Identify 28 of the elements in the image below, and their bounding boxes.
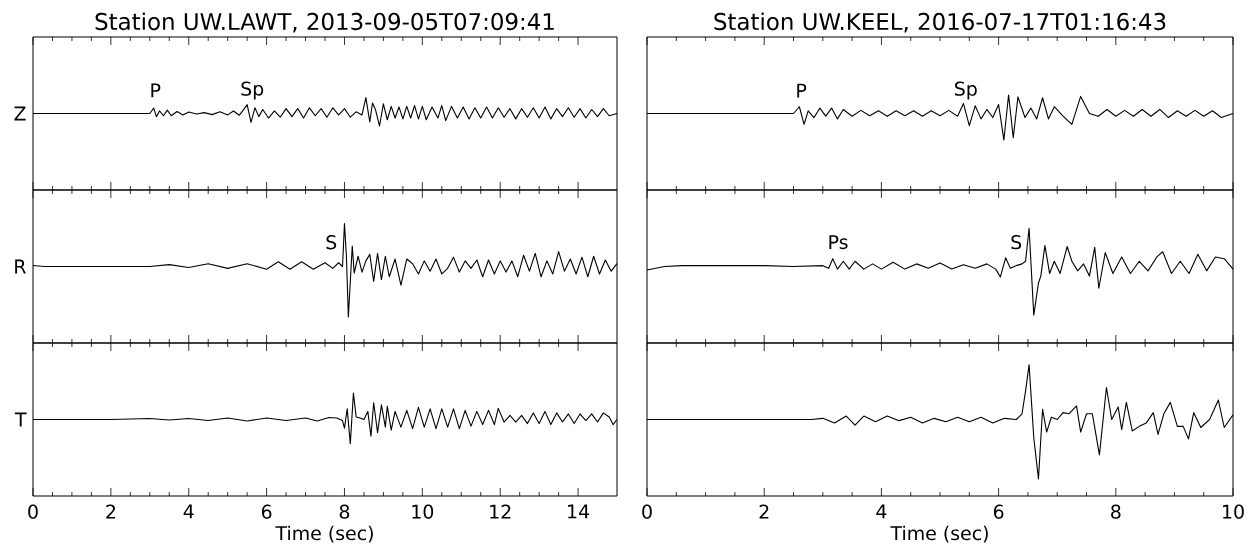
x-tick-label: 0 xyxy=(642,504,652,519)
x-tick-label: 8 xyxy=(339,504,350,519)
chart-title: Station UW.LAWT, 2013-09-05T07:09:41 xyxy=(95,12,554,33)
x-tick-label: 8 xyxy=(1111,504,1121,519)
annotation: Sp xyxy=(241,81,264,100)
x-tick-label: 14 xyxy=(568,504,590,519)
annotation: Sp xyxy=(955,81,977,100)
y-axis-title: T xyxy=(14,412,27,427)
x-tick-label: 12 xyxy=(490,504,511,519)
x-tick-label: 10 xyxy=(412,504,434,519)
y-axis-title: R xyxy=(15,259,26,274)
x-tick-label: 2 xyxy=(106,504,115,519)
annotation: Ps xyxy=(829,235,848,250)
x-tick-label: 6 xyxy=(993,504,1004,519)
x-axis-title: Time (sec) xyxy=(275,525,373,543)
text: P xyxy=(151,83,161,98)
annotation: P xyxy=(797,83,807,98)
annotation: S xyxy=(1011,235,1022,250)
x-tick-label: 4 xyxy=(876,504,887,519)
x-tick-label: 2 xyxy=(759,504,769,519)
annotation: S xyxy=(326,235,337,250)
x-axis-title: Time (sec) xyxy=(890,525,988,543)
x-tick-label: 10 xyxy=(1223,504,1244,519)
chart-title: Station UW.KEEL, 2016-07-17T01:16:43 xyxy=(714,12,1166,33)
x-tick-label: 0 xyxy=(28,504,38,519)
x-tick-label: 6 xyxy=(261,504,272,519)
x-tick-label: 4 xyxy=(183,504,194,519)
y-axis-title: Z xyxy=(14,106,26,121)
